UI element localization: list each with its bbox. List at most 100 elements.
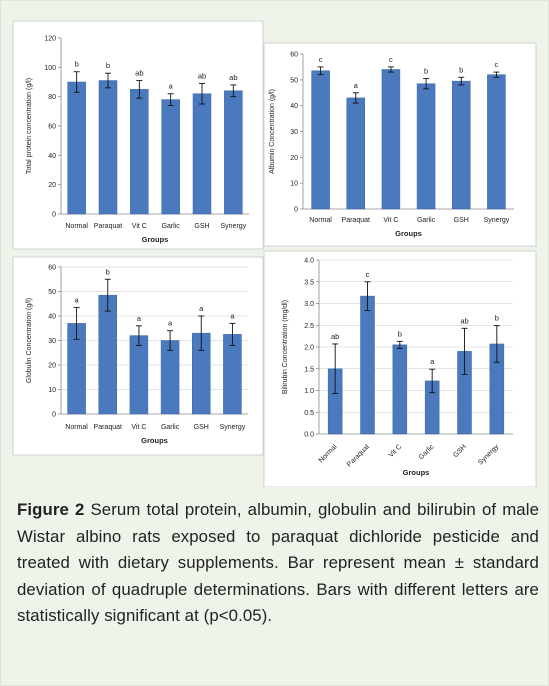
significance-letter: ab (460, 316, 468, 325)
y-axis-title: Albumin Concentration (g/l) (269, 89, 276, 174)
x-tick-label: GSH (454, 217, 469, 224)
y-tick-label: 30 (290, 129, 298, 136)
significance-letter: a (169, 82, 174, 91)
bar (224, 90, 243, 215)
y-tick-label: 0.0 (304, 432, 314, 439)
bar (160, 340, 180, 415)
y-tick-label: 50 (48, 289, 56, 296)
y-tick-label: 4.0 (304, 258, 314, 265)
significance-letter: ab (229, 73, 237, 82)
significance-letter: ab (135, 69, 143, 78)
y-tick-label: 3.0 (304, 301, 314, 308)
significance-letter: ab (331, 332, 339, 341)
bar (161, 99, 180, 215)
significance-letter: b (75, 60, 79, 69)
significance-letter: a (430, 357, 435, 366)
x-tick-label: Garlic (417, 217, 436, 224)
significance-letter: a (168, 319, 173, 328)
significance-letter: c (319, 55, 323, 64)
significance-letter: c (389, 55, 393, 64)
y-tick-label: 20 (48, 182, 56, 189)
x-tick-label: Synergy (484, 217, 510, 224)
y-tick-label: 0.5 (304, 410, 314, 417)
y-tick-label: 1.0 (304, 388, 314, 395)
y-tick-label: 0 (294, 207, 298, 214)
y-tick-label: 20 (290, 155, 298, 162)
y-tick-label: 50 (290, 77, 298, 84)
significance-letter: b (495, 314, 499, 323)
bar (452, 80, 471, 210)
y-tick-label: 100 (44, 65, 56, 72)
x-tick-label: Synergy (220, 424, 246, 431)
bar (346, 97, 365, 210)
y-tick-label: 60 (290, 52, 298, 59)
x-tick-label: Normal (65, 223, 88, 230)
x-axis-title: Groups (403, 468, 430, 477)
x-tick-label: Vit C (132, 223, 147, 230)
significance-letter: b (106, 267, 110, 276)
bar (98, 294, 117, 415)
y-tick-label: 60 (48, 265, 56, 272)
y-tick-label: 80 (48, 94, 56, 101)
bar (381, 69, 401, 210)
bar (487, 74, 506, 210)
x-axis-title: Groups (142, 235, 169, 244)
x-tick-label: Normal (309, 217, 332, 224)
x-tick-label: Paraquat (94, 424, 122, 431)
bar (223, 334, 242, 415)
y-tick-label: 10 (290, 181, 298, 188)
significance-letter: c (366, 270, 370, 279)
significance-letter: b (459, 65, 463, 74)
significance-letter: a (354, 81, 359, 90)
y-tick-label: 40 (290, 103, 298, 110)
y-tick-label: 40 (48, 153, 56, 160)
significance-letter: b (106, 61, 110, 70)
y-tick-label: 30 (48, 338, 56, 345)
y-tick-label: 0 (52, 412, 56, 419)
x-tick-label: GSH (194, 424, 209, 431)
y-tick-label: 1.5 (304, 366, 314, 373)
bar (129, 335, 149, 415)
figure-caption: Figure 2 Serum total protein, albumin, g… (17, 497, 539, 630)
y-tick-label: 2.5 (304, 323, 314, 330)
bar (67, 81, 86, 215)
y-tick-label: 120 (44, 36, 56, 43)
bar (360, 295, 375, 435)
significance-letter: c (495, 60, 499, 69)
x-tick-label: Paraquat (342, 217, 370, 224)
y-tick-label: 10 (48, 387, 56, 394)
x-tick-label: GSH (194, 223, 209, 230)
y-axis-title: Globulin Concentration (g/l) (26, 298, 33, 383)
figure-label: Figure 2 (17, 500, 85, 519)
significance-letter: a (74, 295, 79, 304)
bar (192, 93, 212, 215)
bar (311, 70, 330, 210)
y-tick-label: 20 (48, 363, 56, 370)
significance-letter: ab (198, 71, 206, 80)
x-axis-title: Groups (141, 436, 168, 445)
significance-letter: b (424, 67, 428, 76)
x-tick-label: Garlic (161, 424, 180, 431)
y-tick-label: 0 (52, 212, 56, 219)
bar (416, 83, 436, 210)
significance-letter: b (398, 329, 402, 338)
figure-caption-text: Serum total protein, albumin, globulin a… (17, 500, 539, 625)
x-tick-label: Vit C (131, 424, 146, 431)
x-tick-label: Garlic (162, 223, 181, 230)
x-axis-title: Groups (395, 229, 422, 238)
bar (130, 89, 149, 215)
x-tick-label: Synergy (220, 223, 246, 230)
x-tick-label: Normal (65, 424, 88, 431)
y-tick-label: 3.5 (304, 279, 314, 286)
y-axis-title: Total protein concentration (g/l) (26, 78, 33, 174)
x-tick-label: Paraquat (94, 223, 122, 230)
bar (392, 344, 408, 435)
x-tick-label: Vit C (383, 217, 398, 224)
y-tick-label: 2.0 (304, 345, 314, 352)
y-axis-title: Bilirubin Concentration (mg/dl) (282, 300, 289, 394)
significance-letter: a (199, 304, 204, 313)
significance-letter: a (230, 311, 235, 320)
bar (98, 80, 118, 215)
